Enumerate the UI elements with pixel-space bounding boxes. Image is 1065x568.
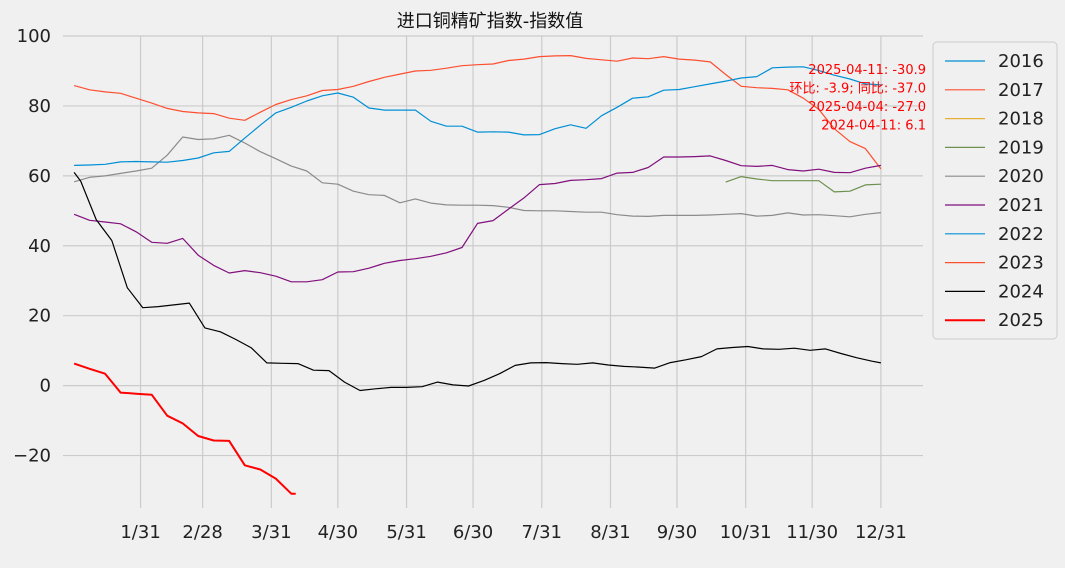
y-axis: −20 0 20 40 60 80 100 [13, 26, 51, 467]
x-tick-label: 1/31 [120, 522, 160, 543]
legend-label: 2018 [998, 109, 1044, 130]
x-tick-label: 3/31 [251, 522, 291, 543]
annotation-text: 环比: -3.9; 同比: -37.0 [789, 82, 926, 97]
y-tick-label: 100 [17, 26, 51, 47]
series-line-2024 [73, 172, 882, 392]
y-tick-label: 0 [40, 376, 51, 397]
x-tick-label: 11/30 [786, 522, 838, 543]
legend-label: 2024 [998, 281, 1044, 302]
legend-label: 2022 [998, 224, 1044, 245]
annotation-text: 2025-04-11: -30.9 [808, 63, 926, 78]
series-line-2019 [725, 176, 881, 193]
x-axis: 1/31 2/28 3/31 4/30 5/31 6/30 7/31 8/31 9/30 10/3… [120, 522, 906, 543]
legend-label: 2019 [998, 137, 1044, 158]
y-tick-label: 40 [28, 236, 51, 257]
legend-label: 2017 [998, 80, 1044, 101]
chart-title: 进口铜精矿指数-指数值 [397, 11, 584, 32]
legend-label: 2023 [998, 253, 1044, 274]
y-tick-label: 60 [28, 166, 51, 187]
legend-label: 2016 [998, 51, 1044, 72]
annotation-text: 2025-04-04: -27.0 [808, 100, 926, 115]
x-tick-label: 7/31 [522, 522, 562, 543]
legend: 2016 2017 2018 2019 2020 2021 2022 2023 2024 2025 [932, 41, 1058, 340]
y-tick-label: 20 [28, 306, 51, 327]
legend-label: 2025 [998, 310, 1044, 331]
x-tick-label: 12/31 [855, 522, 907, 543]
series-line-2021 [73, 155, 882, 283]
x-tick-label: 2/28 [182, 522, 222, 543]
annotations: 2025-04-11: -30.9 环比: -3.9; 同比: -37.0 2025… [789, 63, 926, 134]
x-tick-label: 6/30 [453, 522, 493, 543]
legend-box [932, 41, 1058, 340]
y-tick-label: −20 [13, 446, 51, 467]
x-tick-label: 4/30 [318, 522, 358, 543]
series-line-2025 [73, 362, 296, 495]
x-tick-label: 5/31 [386, 522, 426, 543]
series-line-2017 [73, 54, 882, 170]
x-tick-label: 9/30 [657, 522, 697, 543]
x-tick-label: 8/31 [590, 522, 630, 543]
legend-label: 2020 [998, 166, 1044, 187]
legend-label: 2021 [998, 195, 1044, 216]
x-tick-label: 10/31 [720, 522, 772, 543]
series-line-2022 [74, 66, 881, 166]
series-line-2020 [73, 134, 881, 218]
series-lines [73, 54, 882, 495]
y-tick-label: 80 [28, 96, 51, 117]
annotation-text: 2024-04-11: 6.1 [821, 119, 926, 134]
grid [63, 35, 923, 508]
